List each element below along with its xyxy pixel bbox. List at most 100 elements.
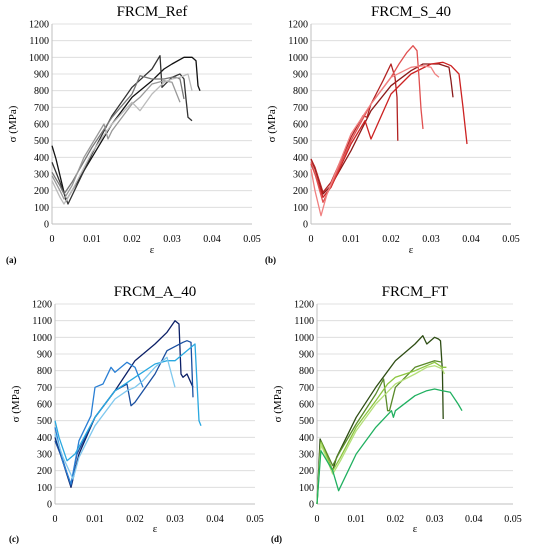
y-tick-label: 900 bbox=[37, 350, 52, 361]
panel-label: (b) bbox=[265, 255, 276, 265]
y-tick-label: 1000 bbox=[29, 53, 49, 64]
y-tick-label: 200 bbox=[37, 466, 52, 477]
chart-title: FRCM_A_40 bbox=[114, 284, 197, 300]
y-tick-label: 1200 bbox=[29, 20, 49, 31]
x-tick-label: 0.03 bbox=[422, 234, 440, 245]
y-tick-label: 600 bbox=[37, 400, 52, 411]
y-tick-label: 1200 bbox=[294, 300, 314, 311]
y-tick-label: 300 bbox=[293, 170, 308, 181]
x-tick-label: 0 bbox=[309, 234, 314, 245]
x-tick-label: 0.02 bbox=[123, 234, 141, 245]
series-line-4 bbox=[316, 365, 446, 505]
y-tick-label: 1100 bbox=[294, 316, 314, 327]
y-tick-label: 500 bbox=[37, 416, 52, 427]
y-tick-label: 0 bbox=[309, 500, 314, 511]
panel-label: (a) bbox=[6, 255, 17, 265]
y-tick-label: 100 bbox=[34, 203, 49, 214]
y-tick-label: 500 bbox=[34, 136, 49, 147]
series-line-5 bbox=[310, 65, 440, 217]
y-tick-label: 700 bbox=[34, 103, 49, 114]
x-tick-label: 0.04 bbox=[203, 234, 221, 245]
y-tick-label: 700 bbox=[293, 103, 308, 114]
series-line-2 bbox=[310, 63, 399, 193]
y-tick-label: 900 bbox=[293, 70, 308, 81]
x-tick-label: 0.02 bbox=[387, 514, 405, 525]
y-tick-label: 400 bbox=[34, 153, 49, 164]
y-tick-label: 1000 bbox=[294, 333, 314, 344]
x-tick-label: 0.05 bbox=[246, 514, 264, 525]
x-tick-label: 0.03 bbox=[163, 234, 181, 245]
chart-panel-2: FRCM_S_40 0 100 200 300 400 500 600 700 800 900 100… bbox=[265, 4, 520, 265]
x-tick-label: 0.03 bbox=[426, 514, 444, 525]
chart-panel-1: FRCM_Ref 0 100 200 300 400 500 600 700 800 900 1000… bbox=[6, 4, 261, 265]
chart-title: FRCM_Ref bbox=[117, 4, 188, 20]
y-tick-label: 200 bbox=[293, 186, 308, 197]
y-tick-label: 0 bbox=[47, 500, 52, 511]
y-axis-label: σ (MPa) bbox=[7, 105, 19, 142]
y-tick-label: 900 bbox=[34, 70, 49, 81]
x-axis-label: ε bbox=[150, 244, 155, 256]
series-line-3 bbox=[51, 75, 185, 195]
x-tick-label: 0.04 bbox=[465, 514, 483, 525]
y-axis-label: σ (MPa) bbox=[272, 385, 284, 422]
x-axis-label: ε bbox=[409, 244, 414, 256]
series-line-2 bbox=[51, 55, 193, 205]
x-axis-label: ε bbox=[153, 523, 158, 535]
y-tick-label: 200 bbox=[299, 466, 314, 477]
y-tick-label: 700 bbox=[299, 383, 314, 394]
series-line-2 bbox=[54, 340, 194, 487]
series-line-5 bbox=[54, 356, 176, 480]
y-axis-label: σ (MPa) bbox=[10, 385, 22, 422]
x-tick-label: 0.03 bbox=[166, 514, 184, 525]
y-tick-label: 200 bbox=[34, 186, 49, 197]
y-tick-label: 0 bbox=[44, 220, 49, 231]
chart-title: FRCM_FT bbox=[382, 284, 449, 300]
y-tick-label: 500 bbox=[299, 416, 314, 427]
y-tick-label: 100 bbox=[293, 203, 308, 214]
series-line-4 bbox=[310, 45, 424, 203]
x-tick-label: 0.01 bbox=[83, 234, 101, 245]
x-tick-label: 0.04 bbox=[206, 514, 224, 525]
series-line-4 bbox=[54, 343, 202, 462]
y-tick-label: 500 bbox=[293, 136, 308, 147]
x-tick-label: 0.02 bbox=[126, 514, 144, 525]
series-line-4 bbox=[51, 80, 181, 200]
y-tick-label: 800 bbox=[34, 86, 49, 97]
series-line-5 bbox=[316, 388, 463, 505]
y-tick-label: 0 bbox=[303, 220, 308, 231]
x-tick-label: 0.01 bbox=[342, 234, 360, 245]
series-line-1 bbox=[310, 63, 454, 195]
series-line-3 bbox=[316, 361, 447, 505]
x-tick-label: 0.02 bbox=[382, 234, 400, 245]
series-line-3 bbox=[310, 61, 468, 198]
y-tick-label: 1000 bbox=[32, 333, 52, 344]
panel-label: (d) bbox=[271, 534, 282, 544]
series-line-5 bbox=[51, 73, 193, 205]
chart-panel-3: FRCM_A_40 0 100 200 300 400 500 600 700 800 900 100… bbox=[9, 284, 264, 544]
y-tick-label: 600 bbox=[293, 120, 308, 131]
x-axis-label: ε bbox=[413, 523, 418, 535]
series-line-3 bbox=[54, 361, 144, 485]
y-tick-label: 300 bbox=[299, 450, 314, 461]
series-line-2 bbox=[316, 360, 443, 505]
series-line-1 bbox=[316, 335, 444, 505]
y-tick-label: 1000 bbox=[288, 53, 308, 64]
y-tick-label: 700 bbox=[37, 383, 52, 394]
chart-panel-4: FRCM_FT 0 100 200 300 400 500 600 700 800 900 1000 1… bbox=[271, 284, 522, 544]
y-tick-label: 1200 bbox=[32, 300, 52, 311]
y-tick-label: 400 bbox=[299, 433, 314, 444]
y-tick-label: 300 bbox=[34, 170, 49, 181]
y-tick-label: 100 bbox=[299, 483, 314, 494]
y-tick-label: 1100 bbox=[32, 316, 52, 327]
x-tick-label: 0 bbox=[50, 234, 55, 245]
panel-label: (c) bbox=[9, 534, 19, 544]
x-tick-label: 0.05 bbox=[504, 514, 522, 525]
y-tick-label: 400 bbox=[293, 153, 308, 164]
y-tick-label: 1100 bbox=[288, 36, 308, 47]
x-tick-label: 0.05 bbox=[243, 234, 261, 245]
x-tick-label: 0.04 bbox=[462, 234, 480, 245]
y-tick-label: 600 bbox=[299, 400, 314, 411]
y-tick-label: 800 bbox=[299, 366, 314, 377]
